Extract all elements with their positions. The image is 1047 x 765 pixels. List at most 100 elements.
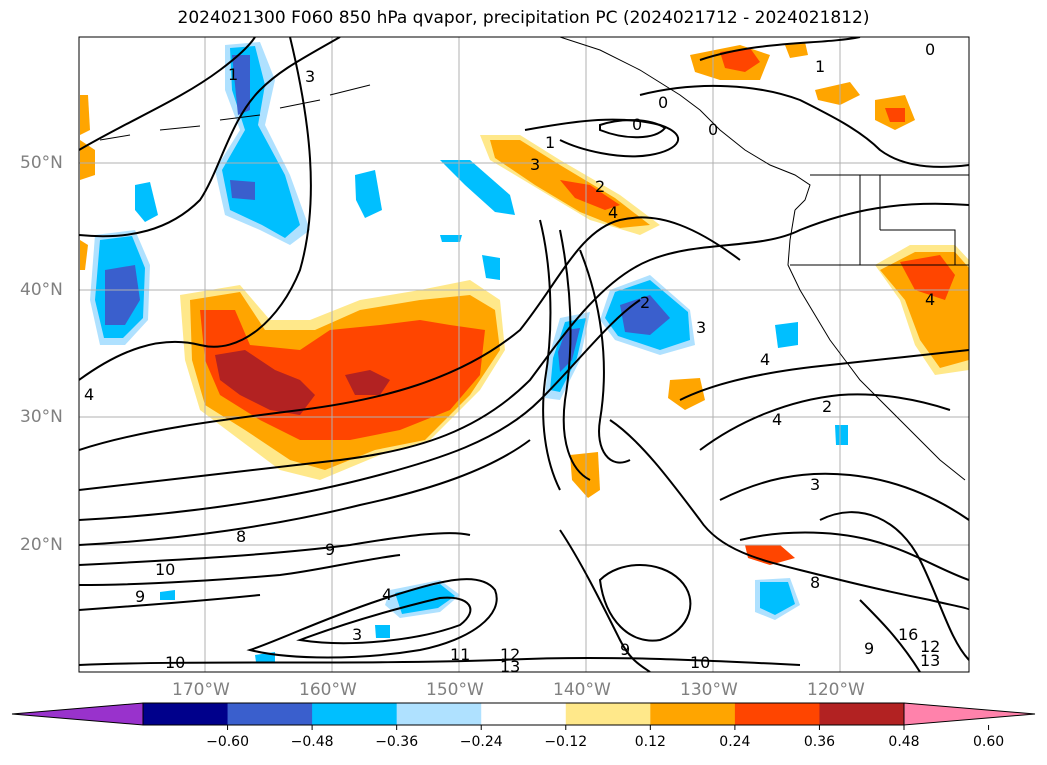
colorbar-tick-label: 0.36: [803, 734, 836, 750]
lat-label-50: 50°N: [20, 153, 63, 173]
contour-labels: 1 3 1 3 2 4 0 0 0 0 1 2 3 4 2 4 3 4 4 8 …: [84, 40, 940, 672]
contour-label-4: 4: [84, 385, 94, 404]
contour-line: [579, 249, 631, 464]
contour-line: [739, 531, 969, 581]
anomaly-region-neg-c3: [775, 322, 798, 348]
contour-label-1: 1: [228, 65, 238, 84]
lon-label-120: 120°W: [807, 680, 865, 700]
contour-label-12: 12: [920, 637, 940, 656]
contour-label-1: 1: [545, 133, 555, 152]
contour-label-2: 2: [595, 177, 605, 196]
contour-label-13: 13: [920, 651, 940, 670]
contour-line: [79, 37, 312, 381]
contour-line: [699, 393, 951, 451]
contour-label-9: 9: [620, 640, 630, 659]
contour-line: [79, 439, 531, 546]
contour-line: [699, 37, 861, 61]
anomaly-region-pos-large-darkred: [215, 350, 315, 415]
anomaly-region-neg-s3: [160, 590, 175, 600]
contour-line: [79, 37, 256, 151]
contour-label-0: 0: [658, 93, 668, 112]
contour-line: [79, 216, 741, 451]
contour-line: [609, 419, 969, 611]
contour-line: [79, 554, 401, 586]
colorbar-segment: [396, 703, 482, 725]
contour-label-9: 9: [135, 587, 145, 606]
contour-line: [559, 229, 591, 481]
lon-label-160: 160°W: [299, 680, 357, 700]
anomaly-region-neg-ak1-dark: [232, 55, 250, 115]
coastlines: [99, 37, 969, 481]
colorbar-segment: [734, 703, 820, 725]
anomaly-region-pos-ne2: [815, 82, 860, 105]
contour-label-3: 3: [696, 318, 706, 337]
colorbar-segment: [650, 703, 736, 725]
contour-line: [296, 596, 472, 645]
anomaly-region-neg-w1-dark: [105, 265, 140, 325]
anomaly-region-neg-c2-dark: [558, 328, 580, 372]
anomaly-region-neg-w2: [135, 182, 158, 222]
anomaly-region-pos-gulf-red: [560, 180, 620, 210]
contour-line: [859, 599, 921, 672]
contour-line: [719, 472, 969, 521]
contour-label-9: 9: [864, 639, 874, 658]
anomaly-region-neg-ak1-dark2: [230, 180, 255, 200]
anomaly-region-pos-mid2: [570, 452, 600, 498]
anomaly-region-pos-ne3-red: [885, 108, 905, 122]
contour-line: [559, 529, 651, 672]
contour-label-4: 4: [760, 350, 770, 369]
contour-label-10: 10: [165, 653, 185, 672]
lat-label-40: 40°N: [20, 280, 63, 300]
contour-line: [79, 37, 341, 238]
contour-label-8: 8: [810, 573, 820, 592]
contour-label-9: 9: [325, 540, 335, 559]
contour-lines: [79, 37, 969, 672]
contour-line: [524, 118, 680, 158]
contour-line: [246, 578, 498, 659]
lon-label-140: 140°W: [553, 680, 611, 700]
contour-line: [819, 511, 969, 661]
contour-label-12: 12: [500, 645, 520, 664]
colorbar-tick-label: −0.36: [375, 734, 419, 750]
colorbar-extend-high: [903, 702, 1036, 726]
lon-label-150: 150°W: [426, 680, 484, 700]
colorbar-segment: [565, 703, 651, 725]
colorbar-tick-label: −0.24: [459, 734, 503, 750]
anomaly-region-pos-mid5: [80, 140, 95, 180]
anomaly-region-pos-mid4: [80, 95, 90, 135]
colorbar-extend-low: [11, 702, 144, 726]
colorbar-segment: [143, 703, 229, 725]
contour-label-3: 3: [305, 67, 315, 86]
colorbar-tick-label: 0.60: [972, 734, 1005, 750]
colorbar: [11, 702, 1036, 730]
anomaly-region-pos-ne4: [785, 42, 808, 58]
contour-line: [539, 219, 561, 491]
contour-label-4: 4: [772, 410, 782, 429]
contour-line: [79, 202, 969, 491]
anomaly-region-pos-ne1-red: [720, 48, 760, 72]
colorbar-tick-label: −0.48: [290, 734, 334, 750]
contour-line: [599, 119, 667, 139]
contour-label-2: 2: [640, 293, 650, 312]
contour-label-10: 10: [690, 653, 710, 672]
anomaly-region-pos-mid6: [80, 240, 88, 270]
contour-line: [79, 299, 641, 521]
anomaly-region-neg-w5: [482, 255, 500, 280]
contour-label-3: 3: [530, 155, 540, 174]
contour-label-11: 11: [450, 645, 470, 664]
contour-label-10: 10: [155, 560, 175, 579]
contour-line: [79, 532, 471, 566]
colorbar-segment: [819, 703, 905, 725]
contour-line: [679, 349, 969, 401]
colorbar-tick-label: 0.12: [634, 734, 666, 750]
colorbar-tick-label: −0.12: [544, 734, 588, 750]
contour-label-8: 8: [236, 527, 246, 546]
lon-label-130: 130°W: [680, 680, 738, 700]
colorbar-tick-label: 0.48: [888, 734, 920, 750]
gridlines: [79, 37, 969, 672]
anomaly-region-neg-s2-blue: [760, 582, 795, 615]
lat-label-20: 20°N: [20, 535, 63, 555]
filled-regions: [80, 42, 969, 662]
anomaly-region-pos-coast-red: [900, 255, 955, 300]
